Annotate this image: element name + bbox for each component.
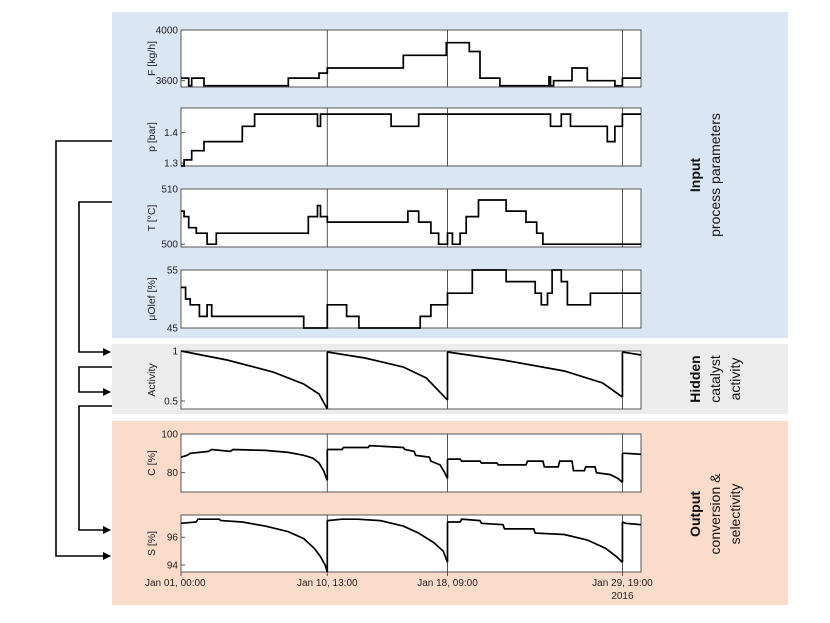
ylabel-T: T [°C] bbox=[146, 205, 158, 232]
panel-frame-C bbox=[180, 433, 642, 493]
series-activity-0 bbox=[180, 350, 329, 410]
panel-frame-mu bbox=[180, 269, 642, 329]
series-S-1 bbox=[327, 518, 449, 563]
ytick-label-p-1: 1.4 bbox=[164, 128, 178, 139]
ytick-label-S-1: 96 bbox=[167, 533, 179, 544]
series-C-0 bbox=[180, 448, 329, 481]
hidden-group-title: Hidden bbox=[687, 355, 703, 402]
series-activity-3 bbox=[622, 351, 642, 356]
ytick-label-F-1: 4000 bbox=[156, 26, 179, 37]
ylabel-activity: Activity bbox=[146, 363, 158, 397]
series-F-0 bbox=[181, 41, 641, 87]
panel-frame-T bbox=[180, 188, 642, 248]
input-group-label: Input process parameters bbox=[687, 113, 723, 237]
ytick-label-T-1: 510 bbox=[161, 185, 178, 196]
ytick-label-S-0: 94 bbox=[167, 561, 179, 572]
ytick-label-p-0: 1.3 bbox=[164, 158, 178, 169]
hidden-group-subtitle-1: catalyst bbox=[707, 355, 723, 403]
ytick-label-mu-1: 55 bbox=[167, 266, 179, 277]
series-S-2 bbox=[447, 518, 623, 563]
series-activity-1 bbox=[327, 351, 449, 401]
ytick-label-F-0: 3600 bbox=[156, 76, 179, 87]
ytick-label-C-1: 100 bbox=[161, 430, 178, 441]
ylabel-S: S [%] bbox=[146, 531, 158, 556]
series-C-3 bbox=[622, 452, 642, 456]
panel-activity: 0.5 1 Activity bbox=[146, 347, 642, 410]
ytick-label-activity-0: 0.5 bbox=[164, 397, 178, 408]
ylabel-F: F [kg/h] bbox=[146, 41, 158, 76]
ylabel-p: p [bar] bbox=[146, 122, 158, 152]
series-activity-2 bbox=[447, 351, 623, 398]
series-mu-0 bbox=[181, 269, 641, 329]
arrow-activity-to-output bbox=[78, 405, 112, 534]
panel-frame-activity bbox=[180, 350, 642, 410]
xtick-label-3: Jan 29, 19:00 bbox=[592, 578, 653, 589]
x-axis: Jan 01, 00:00 Jan 10, 13:00 Jan 18, 09:00 J… bbox=[145, 572, 653, 602]
series-C-2 bbox=[447, 458, 623, 483]
panel-S: 94 96 S [%] bbox=[146, 514, 642, 573]
xtick-label-2: Jan 18, 09:00 bbox=[417, 578, 478, 589]
series-S-0 bbox=[180, 518, 329, 573]
input-group-subtitle-1: process parameters bbox=[707, 113, 723, 237]
panel-frame-F bbox=[180, 29, 642, 88]
series-T-0 bbox=[181, 199, 641, 246]
xtick-label-0: Jan 01, 00:00 bbox=[145, 578, 206, 589]
series-p-0 bbox=[181, 113, 641, 167]
panel-frame-p bbox=[180, 107, 642, 167]
ytick-label-mu-0: 45 bbox=[167, 324, 179, 335]
panel-F: 3600 4000 F [kg/h] bbox=[146, 26, 642, 88]
series-S-3 bbox=[622, 521, 642, 526]
output-group-subtitle-1: conversion & bbox=[707, 473, 723, 555]
hidden-group-label: Hidden catalyst activity bbox=[687, 355, 743, 403]
ytick-label-C-0: 80 bbox=[167, 468, 179, 479]
arrow-input-to-selectivity bbox=[55, 140, 112, 560]
xtick-label-1: Jan 10, 13:00 bbox=[297, 578, 358, 589]
output-group-title: Output bbox=[687, 491, 703, 537]
input-group-title: Input bbox=[687, 158, 703, 193]
ylabel-mu: μOlef [%] bbox=[146, 277, 158, 320]
output-group-subtitle-2: selectivity bbox=[727, 484, 743, 545]
hidden-group-subtitle-2: activity bbox=[727, 358, 743, 401]
panel-mu: 45 55 μOlef [%] bbox=[146, 266, 642, 335]
ytick-label-T-0: 500 bbox=[161, 240, 178, 251]
arrow-input-to-activity bbox=[78, 201, 112, 356]
series-C-1 bbox=[327, 444, 449, 479]
ytick-label-activity-1: 1 bbox=[172, 347, 178, 358]
panel-p: 1.3 1.4 p [bar] bbox=[146, 107, 642, 169]
output-group-label: Output conversion & selectivity bbox=[687, 473, 743, 555]
xaxis-year-label: 2016 bbox=[611, 591, 634, 602]
ylabel-C: C [%] bbox=[146, 450, 158, 476]
arrow-activity-loop bbox=[78, 366, 112, 396]
